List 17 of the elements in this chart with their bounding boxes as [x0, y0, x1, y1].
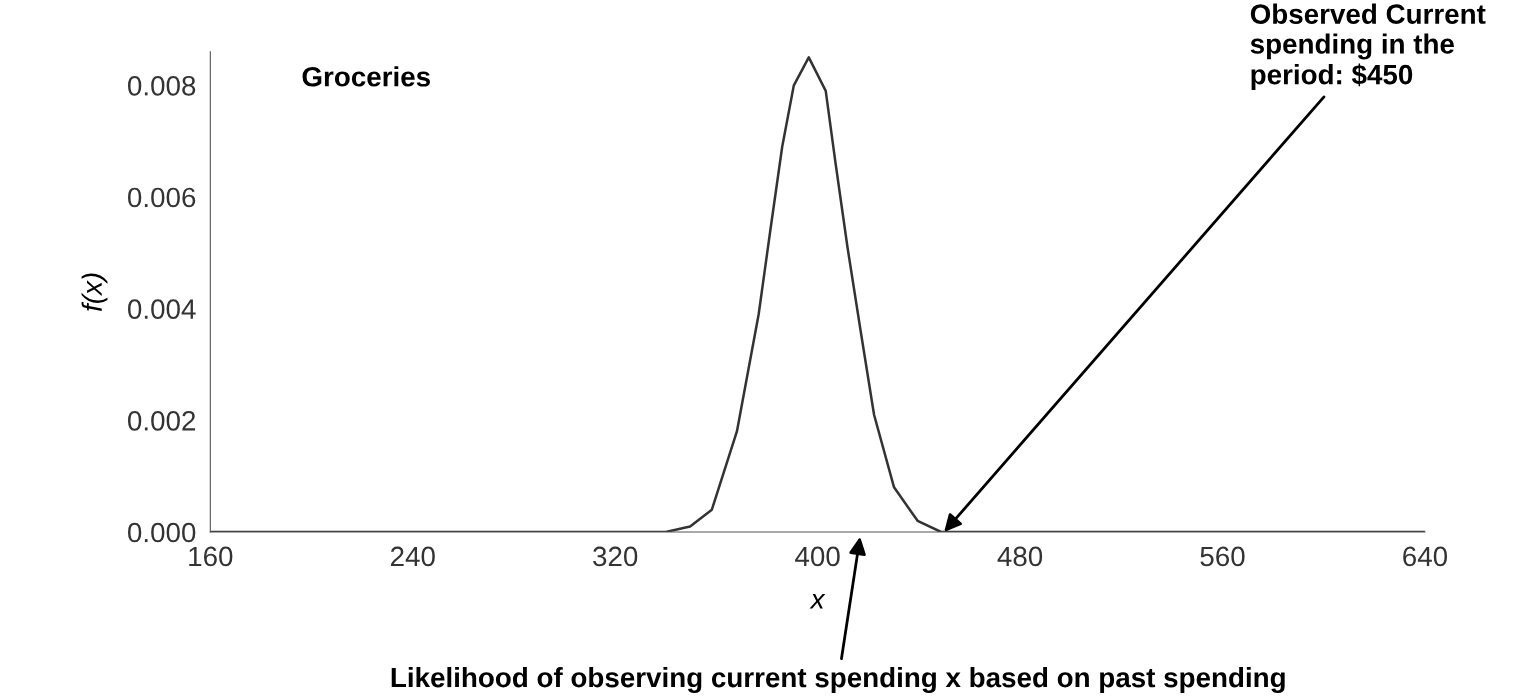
x-tick-label: 560 [1200, 546, 1245, 567]
y-tick-label: 0.008 [128, 75, 196, 96]
chart-title: Groceries [302, 66, 430, 87]
text: Likelihood of observing current spending x based on past spending [391, 666, 1285, 693]
y-tick-label: 0.000 [128, 522, 196, 543]
x-tick-label: 240 [390, 546, 435, 567]
x-tick-label: 320 [593, 546, 638, 567]
y-axis-title: f(x) [81, 273, 108, 312]
y-tick-label: 0.006 [128, 187, 196, 208]
y-tick-label: 0.004 [128, 299, 196, 319]
annotation: Observed Current spending in the period: $450 [1250, 3, 1486, 90]
x-tick-label: 480 [997, 546, 1043, 567]
y-tick-label: 0.002 [128, 410, 196, 431]
x-axis-title: x [809, 593, 826, 609]
x-tick-label: 160 [189, 546, 233, 567]
x-tick-label: 400 [795, 546, 840, 567]
x-tick-label: 640 [1403, 546, 1448, 567]
